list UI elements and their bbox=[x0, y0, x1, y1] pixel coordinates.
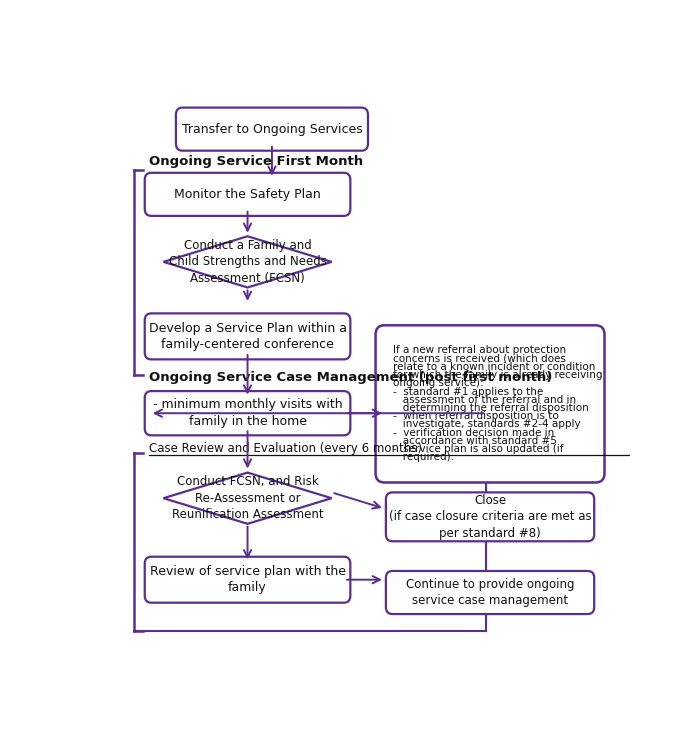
FancyBboxPatch shape bbox=[145, 556, 350, 603]
Polygon shape bbox=[163, 236, 332, 287]
Text: -  verification decision made in: - verification decision made in bbox=[393, 428, 554, 438]
Text: Ongoing Service First Month: Ongoing Service First Month bbox=[149, 155, 363, 169]
Text: for which the family is already receiving: for which the family is already receivin… bbox=[393, 370, 603, 380]
Text: Conduct a Family and
Child Strengths and Needs
Assessment (FCSN): Conduct a Family and Child Strengths and… bbox=[169, 239, 326, 285]
FancyBboxPatch shape bbox=[376, 325, 605, 482]
Text: Develop a Service Plan within a
family-centered conference: Develop a Service Plan within a family-c… bbox=[148, 321, 346, 351]
Text: Ongoing Service Case Management (post first month): Ongoing Service Case Management (post fi… bbox=[149, 370, 552, 383]
Text: required).: required). bbox=[393, 452, 454, 463]
Text: Review of service plan with the
family: Review of service plan with the family bbox=[150, 565, 346, 594]
Text: Continue to provide ongoing
service case management: Continue to provide ongoing service case… bbox=[406, 578, 574, 607]
Text: assessment of the referral and in: assessment of the referral and in bbox=[393, 395, 576, 404]
FancyBboxPatch shape bbox=[176, 107, 368, 150]
Text: concerns is received (which does: concerns is received (which does bbox=[393, 354, 569, 364]
Text: Monitor the Safety Plan: Monitor the Safety Plan bbox=[174, 187, 321, 201]
Text: - minimum monthly visits with
family in the home: - minimum monthly visits with family in … bbox=[153, 398, 342, 428]
FancyBboxPatch shape bbox=[145, 173, 350, 216]
Text: determining the referral disposition: determining the referral disposition bbox=[393, 403, 589, 413]
FancyBboxPatch shape bbox=[145, 391, 350, 435]
Text: investigate, standards #2-4 apply: investigate, standards #2-4 apply bbox=[393, 420, 580, 429]
Text: Case Review and Evaluation (every 6 months): Case Review and Evaluation (every 6 mont… bbox=[149, 442, 422, 455]
Text: -  when referral disposition is to: - when referral disposition is to bbox=[393, 411, 559, 421]
FancyBboxPatch shape bbox=[386, 492, 594, 541]
FancyBboxPatch shape bbox=[145, 314, 350, 359]
Text: Conduct FCSN, and Risk
Re-Assessment or
Reunification Assessment: Conduct FCSN, and Risk Re-Assessment or … bbox=[172, 476, 323, 521]
Text: -  standard #1 applies to the: - standard #1 applies to the bbox=[393, 386, 543, 397]
Text: -  service plan is also updated (if: - service plan is also updated (if bbox=[393, 445, 564, 454]
Text: accordance with standard #5: accordance with standard #5 bbox=[393, 436, 556, 446]
FancyBboxPatch shape bbox=[386, 571, 594, 614]
Text: relate to a known incident or condition: relate to a known incident or condition bbox=[393, 362, 595, 372]
Text: ongoing service):: ongoing service): bbox=[393, 378, 484, 389]
Text: Transfer to Ongoing Services: Transfer to Ongoing Services bbox=[181, 122, 363, 135]
Text: Close
(if case closure criteria are met as
per standard #8): Close (if case closure criteria are met … bbox=[389, 494, 592, 540]
Text: If a new referral about protection: If a new referral about protection bbox=[393, 345, 566, 355]
Polygon shape bbox=[163, 472, 332, 524]
